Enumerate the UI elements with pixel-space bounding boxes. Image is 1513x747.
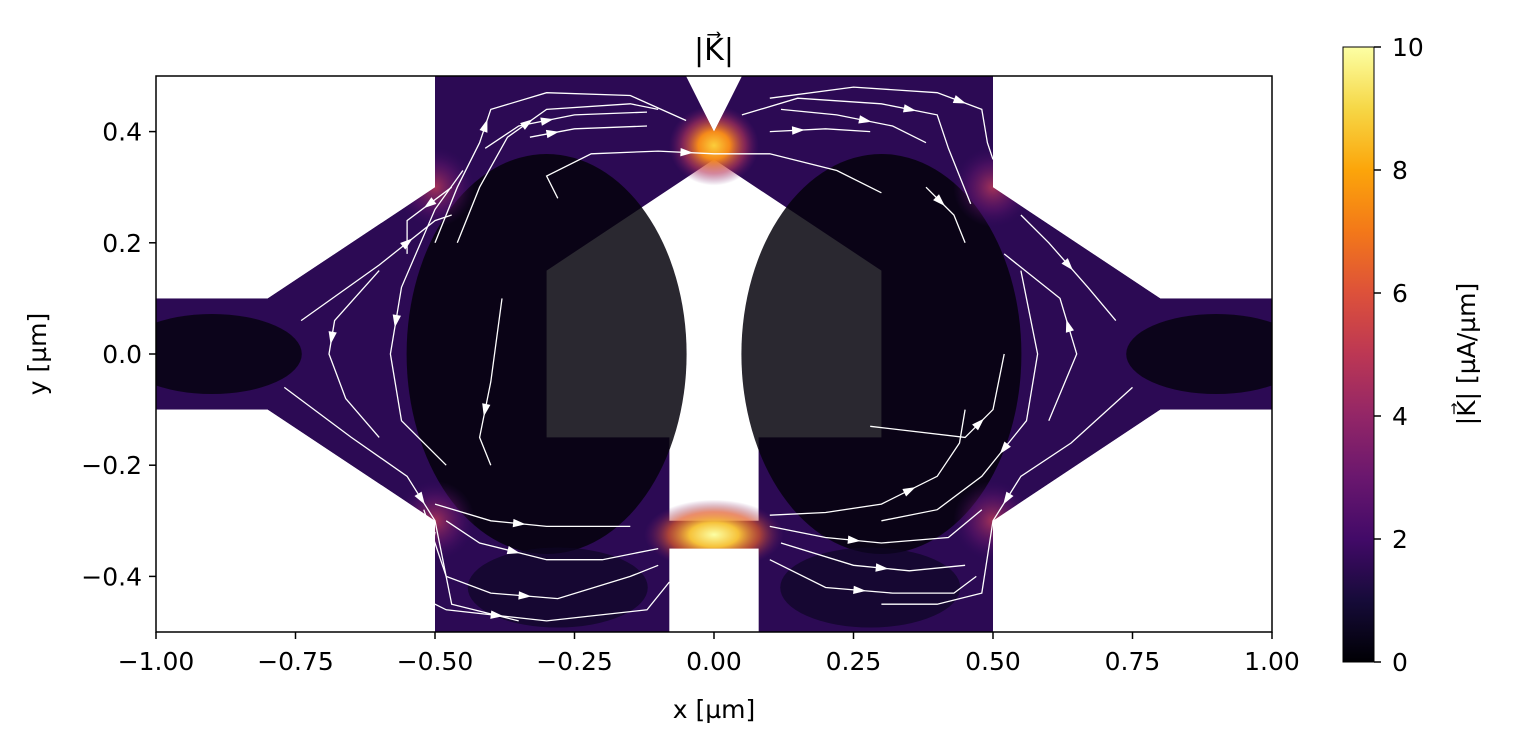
x-tick-label: 0.00: [686, 647, 742, 676]
colorbar-label: |K⃗| [µA/µm]: [1451, 283, 1481, 425]
x-axis-label: x [µm]: [673, 695, 756, 724]
hotspot: [395, 147, 475, 228]
colorbar-tick-label: 2: [1392, 525, 1408, 554]
colorbar-tick-label: 0: [1392, 648, 1408, 677]
streamline: [529, 125, 648, 138]
streamline-arrow: [545, 129, 560, 139]
x-tick-label: −0.75: [257, 647, 334, 676]
x-tick-label: −0.25: [536, 647, 613, 676]
streamline: [925, 186, 966, 244]
streamline-arrow: [540, 117, 554, 126]
streamline: [769, 509, 983, 544]
film-region: [156, 76, 1272, 632]
streamline: [445, 520, 659, 561]
colorbar-tick-label: 10: [1392, 33, 1424, 62]
current-density-map: [156, 76, 1272, 632]
streamline-arrow: [518, 591, 532, 600]
streamline-arrow: [858, 115, 872, 124]
streamline: [283, 386, 519, 622]
low-density-left-lead: [156, 314, 302, 394]
streamline-arrow: [414, 491, 425, 505]
colorbar-tick-label: 6: [1392, 279, 1408, 308]
hotspot: [669, 105, 759, 186]
y-tick-label: 0.2: [102, 229, 142, 258]
colorbar-ticks: 0 2 4 6 8 10: [1374, 33, 1424, 677]
y-tick-label: 0.4: [102, 118, 142, 147]
plot-area: [156, 76, 1272, 632]
colorbar-tick-label: 4: [1392, 402, 1408, 431]
streamline-arrow: [482, 403, 491, 417]
streamline-arrow: [933, 194, 945, 206]
streamline-arrow: [506, 546, 520, 555]
y-axis-label: y [µm]: [23, 313, 52, 396]
streamline-arrow: [853, 585, 867, 594]
x-tick-label: −0.50: [397, 647, 474, 676]
chart-title: |K⃗|: [694, 32, 734, 68]
hotspot: [644, 499, 784, 570]
streamline: [881, 386, 1133, 605]
x-axis-ticks: −1.00 −0.75 −0.50 −0.25 0.00 0.25 0.50 0.75 1.00: [118, 632, 1300, 676]
streamline-arrow: [512, 518, 526, 528]
x-tick-label: 1.00: [1244, 647, 1300, 676]
streamline-arrow: [423, 197, 437, 209]
streamline: [769, 128, 871, 133]
streamline-arrow: [902, 487, 916, 497]
streamline-arrow: [1065, 319, 1074, 333]
streamline-arrow: [847, 535, 861, 544]
streamline-arrow: [1003, 491, 1014, 505]
streamline-arrow: [520, 119, 533, 130]
streamline: [406, 186, 453, 254]
colorbar-tick-label: 8: [1392, 156, 1408, 185]
x-tick-label: 0.75: [1105, 647, 1161, 676]
y-tick-label: −0.4: [81, 562, 142, 591]
streamline-arrow: [479, 119, 488, 133]
streamline: [434, 92, 687, 244]
x-tick-label: 0.50: [965, 647, 1021, 676]
streamline-arrow: [1061, 258, 1073, 271]
streamline-arrow: [392, 314, 401, 328]
streamline-arrow: [328, 331, 337, 345]
streamline-arrow: [875, 563, 889, 572]
streamline: [434, 503, 631, 528]
streamline-arrow: [680, 148, 694, 157]
low-density-bottom-left: [467, 547, 648, 628]
x-tick-label: −1.00: [118, 647, 195, 676]
streamline-arrow: [972, 418, 984, 431]
streamline-arrow: [903, 104, 917, 113]
y-tick-label: −0.2: [81, 451, 142, 480]
x-tick-label: 0.25: [826, 647, 882, 676]
y-axis-ticks: −0.4 −0.2 0.0 0.2 0.4: [81, 118, 156, 591]
streamline-arrow: [791, 126, 805, 135]
streamlines: [283, 86, 1133, 622]
streamline: [328, 270, 380, 438]
low-density-right-lead: [1126, 314, 1272, 394]
colorbar: [1342, 46, 1375, 663]
streamline-arrow: [999, 441, 1011, 454]
y-tick-label: 0.0: [102, 340, 142, 369]
streamline-arrow: [490, 610, 504, 619]
streamline-arrow: [952, 95, 967, 104]
low-density-left: [406, 154, 687, 554]
streamline-arrow: [400, 238, 413, 250]
low-density-bottom-right: [780, 547, 961, 628]
streamline: [769, 559, 977, 594]
